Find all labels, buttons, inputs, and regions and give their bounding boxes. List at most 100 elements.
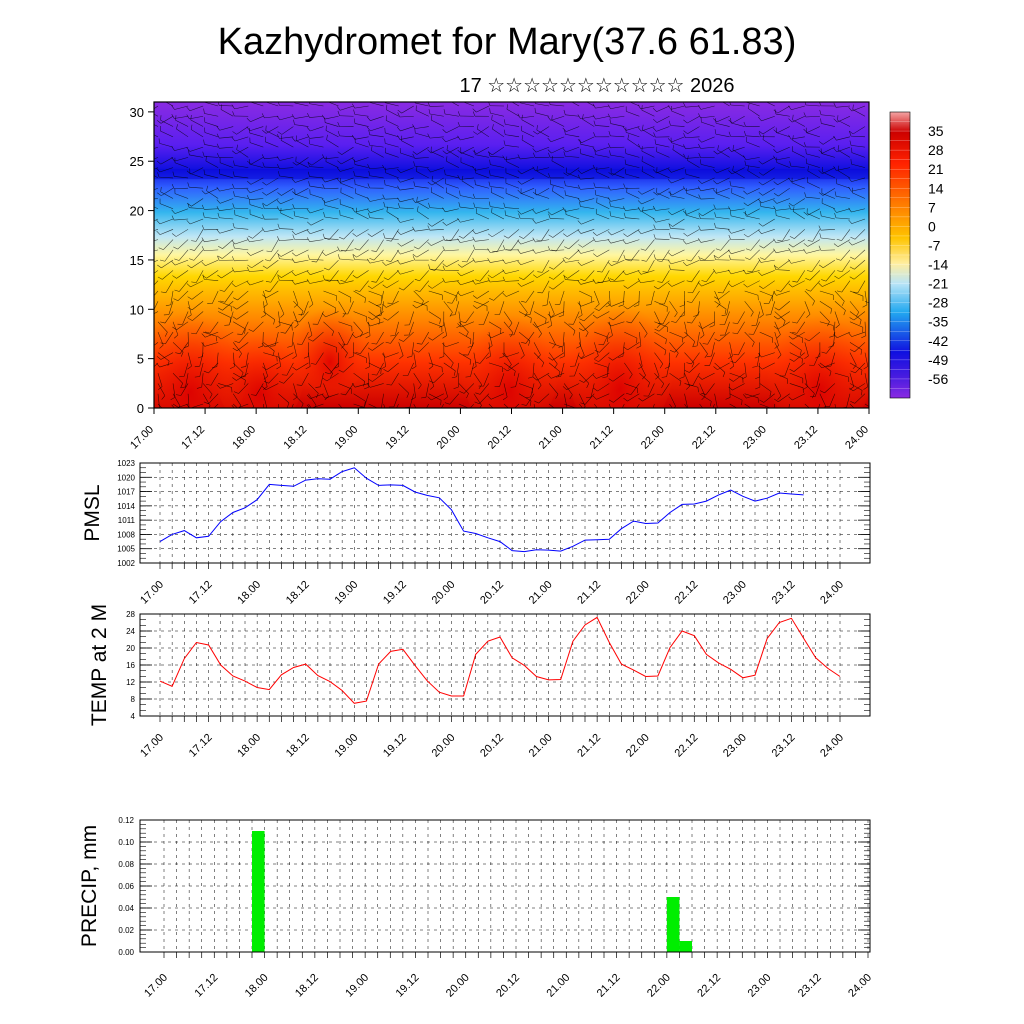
wind-barb-flag — [637, 200, 642, 205]
wind-barb-flag — [371, 145, 373, 151]
wind-barb — [584, 393, 595, 405]
wind-barb-flag — [156, 362, 160, 368]
wind-barb — [189, 105, 204, 112]
wind-barb-flag — [186, 106, 191, 111]
wind-barb — [515, 373, 520, 387]
wind-barb — [219, 146, 234, 149]
wind-barb-flag — [706, 415, 709, 419]
colorbar-label: -14 — [928, 257, 948, 273]
wind-barb — [224, 290, 234, 303]
wind-barb — [854, 259, 866, 270]
wind-barb — [203, 331, 217, 337]
wind-barb — [431, 192, 444, 199]
wind-barb-flag — [142, 276, 146, 279]
wind-barb-flag — [730, 210, 732, 216]
wind-barb-flag — [457, 272, 462, 277]
wind-barb — [491, 331, 505, 339]
wind-barb-flag — [291, 258, 295, 263]
wind-barb — [669, 372, 682, 382]
colorbar-label: -42 — [928, 333, 948, 349]
wind-barb-flag — [537, 292, 543, 294]
wind-barb — [204, 342, 219, 347]
wind-barb-flag — [276, 156, 280, 161]
wind-barb — [369, 175, 384, 179]
wind-barb — [199, 362, 204, 377]
wind-barb-flag — [364, 298, 366, 304]
wind-barb — [715, 122, 730, 127]
wind-barb-flag — [263, 386, 268, 390]
wind-barb — [413, 373, 422, 386]
wind-barb-flag — [397, 168, 401, 173]
wind-barb-flag — [834, 191, 837, 197]
wind-barb — [154, 362, 159, 368]
wind-barb — [762, 218, 775, 227]
wind-barb — [338, 321, 352, 327]
wind-barb-flag — [804, 355, 809, 360]
wind-barb — [339, 135, 354, 138]
wind-barb — [249, 270, 264, 272]
wind-barb — [416, 249, 429, 258]
wind-barb — [222, 239, 234, 249]
wind-barb — [789, 342, 802, 351]
wind-barb — [157, 352, 170, 362]
warm-core — [565, 270, 675, 408]
wind-barb — [429, 207, 444, 210]
wind-barb — [590, 383, 595, 398]
wind-barb-flag — [577, 302, 582, 307]
wind-barb-flag — [712, 268, 717, 274]
wind-barb — [194, 239, 204, 251]
wind-barb-flag — [322, 154, 325, 159]
wind-barb — [624, 331, 638, 339]
wind-barb — [609, 321, 613, 336]
wind-barb — [368, 300, 382, 308]
wind-barb — [475, 167, 489, 171]
wind-barb-flag — [664, 350, 667, 356]
wind-barb-flag — [450, 362, 454, 368]
wind-barb-flag — [248, 329, 254, 332]
wind-barb-flag — [569, 394, 573, 400]
wind-barb — [206, 190, 219, 199]
wind-barb-flag — [280, 331, 286, 334]
wind-barb — [461, 180, 475, 189]
wind-barb — [219, 126, 234, 131]
wind-barb — [718, 249, 730, 259]
wind-barb-flag — [819, 233, 822, 239]
wind-barb-flag — [270, 345, 276, 347]
wind-barb-flag — [804, 192, 807, 198]
wind-barb-flag — [232, 223, 235, 228]
wind-barb-flag — [502, 352, 506, 358]
wind-barb — [187, 352, 192, 367]
wind-barb-flag — [172, 275, 177, 279]
wind-barb — [806, 213, 820, 220]
wind-barb-flag — [491, 207, 493, 213]
wind-barb — [549, 342, 563, 348]
wind-barb-flag — [173, 298, 179, 301]
wind-barb-flag — [416, 166, 418, 172]
wind-barb-flag — [593, 132, 596, 137]
wind-barb-flag — [156, 167, 160, 173]
wind-barb — [491, 212, 505, 220]
wind-barb-flag — [262, 214, 265, 220]
wind-barb — [386, 211, 399, 220]
wind-barb-flag — [758, 116, 762, 122]
wind-barb — [762, 167, 775, 176]
x-tick-label: 21.00 — [537, 424, 565, 452]
wind-barb — [343, 229, 354, 240]
wind-barb — [271, 239, 279, 252]
wind-barb — [580, 187, 595, 190]
wind-barb — [414, 165, 429, 168]
wind-barb-flag — [578, 244, 583, 248]
wind-barb-flag — [143, 371, 148, 373]
wind-barb — [285, 321, 294, 334]
wind-barb — [548, 311, 553, 326]
wind-barb-flag — [520, 355, 525, 359]
wind-barb-flag — [186, 147, 191, 152]
wind-barb — [729, 383, 731, 398]
wind-barb-flag — [217, 274, 222, 279]
wind-barb-flag — [475, 392, 481, 395]
wind-barb-flag — [310, 363, 316, 365]
wind-barb-flag — [710, 401, 712, 407]
wind-barb — [174, 162, 189, 168]
wind-barb — [160, 130, 174, 138]
wind-barb-flag — [487, 248, 491, 253]
